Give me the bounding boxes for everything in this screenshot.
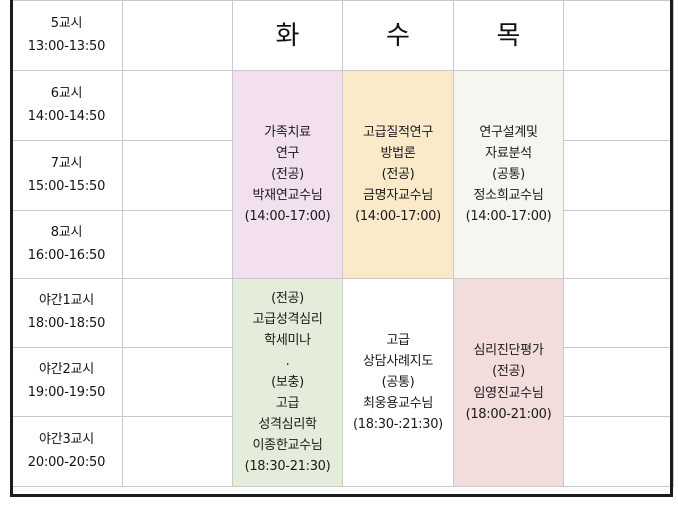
cell-fri-evening-3[interactable] <box>563 416 674 487</box>
course-cell-wed-evening[interactable]: 고급 상담사례지도 (공통) 최웅용교수님 (18:30-:21:30) <box>342 278 454 487</box>
time-cell-evening-3: 야간3교시 20:00-20:50 <box>10 416 123 487</box>
cell-fri-evening-2[interactable] <box>563 347 674 417</box>
period-label: 야간3교시 <box>38 431 95 447</box>
time-cell-evening-2: 야간2교시 19:00-19:50 <box>10 347 123 417</box>
course-line: 심리진단평가 <box>473 343 544 359</box>
course-line: (전공) <box>271 290 304 306</box>
period-time: 14:00-14:50 <box>27 108 106 124</box>
course-line: (18:00-21:00) <box>465 406 552 422</box>
time-cell-period-8: 8교시 16:00-16:50 <box>10 210 123 279</box>
period-label: 야간1교시 <box>38 293 95 309</box>
course-line: (보충) <box>271 374 304 390</box>
day-header-tue: 화 <box>232 0 343 71</box>
period-time: 18:00-18:50 <box>27 316 106 331</box>
course-line: (14:00-17:00) <box>465 209 552 225</box>
schedule-table: 5교시 13:00-13:50 화 수 목 6교시 14:00-14:50 가족… <box>10 0 674 487</box>
course-line: 연구설계및 <box>479 124 538 140</box>
cell-mon-evening-2[interactable] <box>122 347 233 417</box>
period-label: 야간2교시 <box>38 362 95 378</box>
course-line: 고급질적연구 <box>363 124 433 140</box>
period-time: 15:00-15:50 <box>27 178 106 194</box>
table-row-period-7: 7교시 15:00-15:50 <box>10 140 674 211</box>
course-line: 최웅용교수님 <box>363 396 433 412</box>
table-row-evening-3: 야간3교시 20:00-20:50 <box>10 416 674 487</box>
course-line: 고급 <box>386 332 410 348</box>
course-cell-tue-day[interactable]: 가족치료 연구 (전공) 박재연교수님 (14:00-17:00) <box>232 70 343 279</box>
cell-mon-evening-3[interactable] <box>122 416 233 487</box>
day-header-wed: 수 <box>342 0 454 71</box>
period-time: 19:00-19:50 <box>27 385 106 400</box>
cell-fri-period-8[interactable] <box>563 210 674 279</box>
cell-mon-period-8[interactable] <box>122 210 233 279</box>
day-header-thu: 목 <box>453 0 564 71</box>
cell-fri-period-6[interactable] <box>563 70 674 141</box>
table-row-period-5: 5교시 13:00-13:50 화 수 목 <box>10 0 674 71</box>
cell-mon-period-5[interactable] <box>122 0 233 71</box>
course-line: 연구 <box>275 145 300 161</box>
course-line: 이종한교수님 <box>252 438 323 454</box>
course-cell-wed-day[interactable]: 고급질적연구 방법론 (전공) 금명자교수님 (14:00-17:00) <box>342 70 454 279</box>
cell-mon-evening-1[interactable] <box>122 278 233 348</box>
time-cell-period-7: 7교시 15:00-15:50 <box>10 140 123 211</box>
course-line: (14:00-17:00) <box>355 209 441 225</box>
course-line: 가족치료 <box>264 124 311 140</box>
cell-mon-period-6[interactable] <box>122 70 233 141</box>
period-label: 8교시 <box>50 224 83 240</box>
course-line: (전공) <box>381 166 415 182</box>
period-label: 6교시 <box>50 85 83 101</box>
course-line: (14:00-17:00) <box>244 209 331 225</box>
course-cell-thu-evening[interactable]: 심리진단평가 (전공) 임영진교수님 (18:00-21:00) <box>453 278 564 487</box>
course-line: 임영진교수님 <box>473 385 544 401</box>
course-line: 성격심리학 <box>258 417 317 433</box>
course-line: (공통) <box>381 374 415 390</box>
course-line: 상담사례지도 <box>363 353 433 369</box>
period-label: 7교시 <box>50 155 83 171</box>
course-line: 박재연교수님 <box>252 188 323 204</box>
cell-fri-period-7[interactable] <box>563 140 674 211</box>
table-row-evening-2: 야간2교시 19:00-19:50 <box>10 347 674 417</box>
course-line: 학세미나 <box>264 332 311 348</box>
course-line: (전공) <box>271 166 304 182</box>
cell-mon-period-7[interactable] <box>122 140 233 211</box>
course-line: 정소희교수님 <box>473 188 544 204</box>
course-line: 자료분석 <box>485 145 532 161</box>
course-line: 방법론 <box>380 145 416 161</box>
course-line: (18:30-21:30) <box>244 459 331 475</box>
period-time: 20:00-20:50 <box>27 454 106 470</box>
time-cell-evening-1: 야간1교시 18:00-18:50 <box>10 278 123 348</box>
course-line: 고급성격심리 <box>252 311 323 327</box>
time-cell-period-6: 6교시 14:00-14:50 <box>10 70 123 141</box>
table-row-period-6: 6교시 14:00-14:50 가족치료 연구 (전공) 박재연교수님 (14:… <box>10 70 674 279</box>
cell-fri-evening-1[interactable] <box>563 278 674 348</box>
course-line: (공통) <box>492 166 525 182</box>
table-row-period-8: 8교시 16:00-16:50 <box>10 210 674 279</box>
table-border-left <box>10 0 13 497</box>
course-line: . <box>285 353 290 369</box>
table-row-evening-1: 야간1교시 18:00-18:50 (전공) 고급성격심리 학세미나 . (보충… <box>10 278 674 487</box>
period-time: 16:00-16:50 <box>27 247 106 263</box>
course-cell-tue-evening[interactable]: (전공) 고급성격심리 학세미나 . (보충) 고급 성격심리학 이종한교수님 … <box>232 278 343 487</box>
course-line: 금명자교수님 <box>363 188 433 204</box>
course-line: (18:30-:21:30) <box>353 417 443 433</box>
table-border-bottom <box>10 494 673 497</box>
course-line: 고급 <box>275 396 300 412</box>
period-time: 13:00-13:50 <box>27 38 106 54</box>
period-label: 5교시 <box>50 15 83 31</box>
time-cell-period-5: 5교시 13:00-13:50 <box>10 0 123 71</box>
cell-fri-period-5[interactable] <box>563 0 674 71</box>
course-line: (전공) <box>492 364 525 380</box>
course-cell-thu-day[interactable]: 연구설계및 자료분석 (공통) 정소희교수님 (14:00-17:00) <box>453 70 564 279</box>
table-border-right <box>670 0 673 497</box>
